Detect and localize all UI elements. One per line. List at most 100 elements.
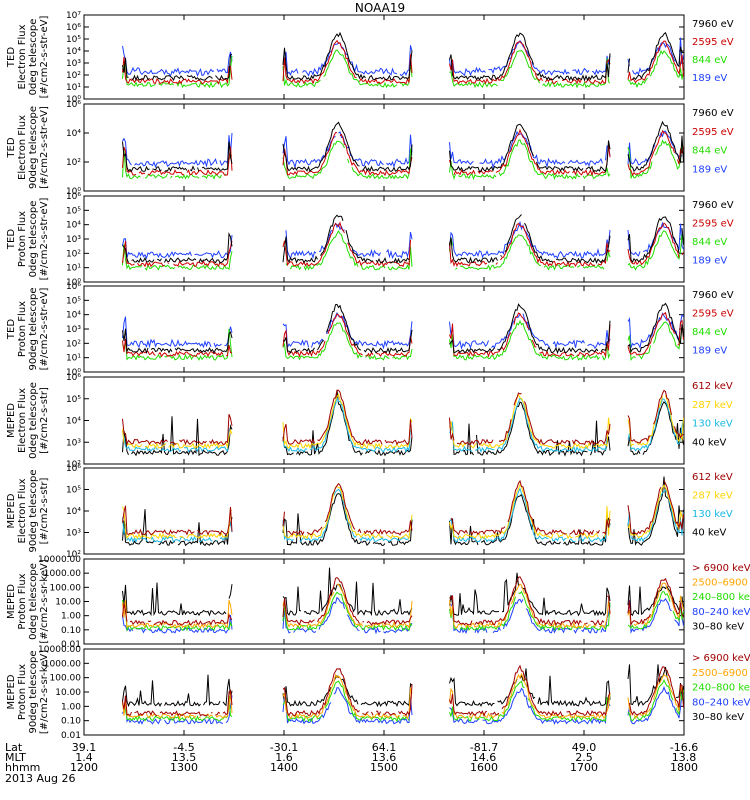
y-tick-label: 1.00 <box>61 612 81 622</box>
time-axis-value: 1600 <box>470 761 498 774</box>
y-tick-label: 10⁷ <box>66 11 81 21</box>
legend-entry: 7960 eV <box>692 290 734 301</box>
y-axis-title-line: TED <box>6 137 17 158</box>
legend-entry: 7960 eV <box>692 200 734 211</box>
panel-4: 10⁰ 10¹ 10² 10³ 10⁴ 10⁵ 10⁶ TED Proton Flux 90deg… <box>6 282 734 378</box>
series-line-2 <box>122 311 684 358</box>
series-line-1 <box>122 31 684 82</box>
y-axis-title-line: [#/cm2-s-str-eV] <box>39 16 50 99</box>
y-axis-title: MEPED Electron Flux 0deg telescope [#/cm2-s… <box>6 382 50 459</box>
y-tick-label: 10⁶ <box>66 192 81 202</box>
y-tick-label: 10⁴ <box>66 129 81 139</box>
legend-entry: 612 keV <box>692 381 733 392</box>
legend-entry: 189 eV <box>692 346 727 357</box>
chart-title: NOAA19 <box>355 1 405 15</box>
legend: > 6900 keV 2500–6900 240–800 keV 80–240 keV… <box>692 563 750 632</box>
y-tick-label: 10⁰ <box>66 278 81 288</box>
y-tick-label: 10⁶ <box>66 23 81 33</box>
time-axis-row-label: MLT <box>5 751 26 764</box>
legend: 7960 eV 2595 eV 844 eV 189 eV <box>692 19 734 84</box>
series-line-1 <box>122 664 684 718</box>
y-axis-title-line: MEPED <box>6 584 17 619</box>
legend-entry: 2500–6900 <box>692 578 748 589</box>
y-tick-label: 1000.00 <box>44 569 81 579</box>
y-axis-title-line: [#/cm2-s-str-eV] <box>39 288 50 371</box>
y-axis-title-line: TED <box>6 229 17 250</box>
y-axis-title: TED Electron Flux 0deg telescope [#/cm2-s-s… <box>6 16 50 99</box>
y-tick-label: 100.00 <box>50 674 82 684</box>
time-axis-value: -81.7 <box>470 741 498 754</box>
legend: 612 keV 287 keV 130 keV 40 keV <box>692 381 733 448</box>
legend-entry: 189 eV <box>692 256 727 267</box>
legend-entry: 80–240 keV <box>692 607 750 618</box>
series-line-2 <box>122 39 684 85</box>
y-axis-title-line: Electron Flux <box>17 388 28 453</box>
y-tick-label: 10⁵ <box>66 486 81 496</box>
time-axis-value: 1.6 <box>275 751 293 764</box>
legend-entry: 2500–6900 <box>692 668 748 679</box>
legend-entry: 189 eV <box>692 164 727 175</box>
y-tick-label: 10000.00 <box>38 555 81 565</box>
y-tick-label: 10¹ <box>66 83 81 93</box>
y-tick-label: 10² <box>66 550 81 560</box>
y-tick-label: 10⁰ <box>66 368 81 378</box>
legend-entry: 287 keV <box>692 491 733 502</box>
series-line-1 <box>122 120 684 173</box>
series-line-2 <box>122 672 684 720</box>
y-tick-label: 0.01 <box>61 640 81 650</box>
y-tick-label: 10³ <box>66 438 81 448</box>
panel-2: 10⁰ 10² 10⁴ 10⁶ TED Electron Flux 90deg telesc… <box>6 100 734 197</box>
y-tick-label: 10⁶ <box>66 282 81 292</box>
y-tick-label: 10² <box>66 71 81 81</box>
time-axis-value: 1700 <box>570 761 598 774</box>
legend-entry: 240–800 keV <box>692 592 750 603</box>
time-axis-value: -4.5 <box>173 741 194 754</box>
time-axis-value: -30.1 <box>270 741 298 754</box>
y-tick-label: 10⁵ <box>66 296 81 306</box>
legend: 7960 eV 2595 eV 844 eV 189 eV <box>692 200 734 267</box>
panel-1: 10⁰ 10¹ 10² 10³ 10⁴ 10⁵ 10⁶ 10⁷ TED Electron Flux… <box>6 11 734 105</box>
y-axis-title-line: 0deg telescope <box>28 19 39 96</box>
y-axis-title-line: [#/cm2-s-str] <box>39 387 50 454</box>
y-tick-label: 10⁵ <box>66 395 81 405</box>
y-tick-label: 10² <box>66 339 81 349</box>
time-axis-value: 1400 <box>270 761 298 774</box>
y-tick-label: 10⁶ <box>66 100 81 110</box>
series-line-4 <box>122 685 683 725</box>
series-line-3 <box>122 396 684 453</box>
series-line-1 <box>122 302 684 355</box>
series-line-2 <box>122 582 684 629</box>
y-axis-title-line: Proton Flux <box>17 664 28 720</box>
y-tick-label: 10⁴ <box>66 507 81 517</box>
y-axis-title: TED Proton Flux 90deg telescope [#/cm2-s-st… <box>6 287 50 370</box>
legend-entry: 287 keV <box>692 400 733 411</box>
y-axis-title-line: MEPED <box>6 493 17 528</box>
legend: 612 keV 287 keV 130 keV 40 keV <box>692 472 733 539</box>
legend-entry: 40 keV <box>692 528 726 539</box>
y-tick-label: 10¹ <box>66 264 81 274</box>
legend: > 6900 keV 2500–6900 240–800 keV 80–240 keV… <box>692 653 750 723</box>
y-axis-title-line: Electron Flux <box>17 115 28 180</box>
y-tick-label: 10⁴ <box>66 311 81 321</box>
time-axis-value: 1300 <box>170 761 198 774</box>
y-tick-label: 10⁰ <box>66 187 81 197</box>
series-line-4 <box>122 389 684 457</box>
y-tick-label: 10⁰ <box>66 95 81 105</box>
series-line-1 <box>122 389 684 446</box>
legend-entry: 240–800 keV <box>692 683 750 694</box>
legend-entry: 80–240 keV <box>692 697 750 708</box>
time-axis-value: 1.4 <box>75 751 93 764</box>
y-tick-label: 10³ <box>66 235 81 245</box>
legend-entry: 40 keV <box>692 437 726 448</box>
legend-entry: 844 eV <box>692 146 727 157</box>
legend-entry: 130 keV <box>692 419 733 430</box>
y-tick-label: 10⁴ <box>66 221 81 231</box>
series-line-1 <box>122 479 684 536</box>
y-tick-label: 10⁵ <box>66 206 81 216</box>
y-axis-title-line: 90deg telescope <box>28 469 39 552</box>
y-axis-title-line: [#/cm2-s-str-eV] <box>39 198 50 281</box>
y-tick-label: 10000.00 <box>38 645 81 655</box>
time-axis-value: 13.5 <box>172 751 197 764</box>
time-axis-value: 1800 <box>670 761 698 774</box>
legend-entry: 844 eV <box>692 237 727 248</box>
